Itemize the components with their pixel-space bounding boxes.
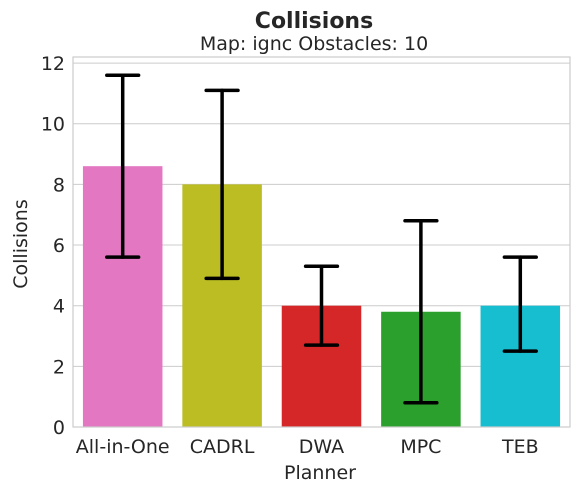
y-tick-label: 10 (41, 114, 65, 136)
x-tick-label: CADRL (190, 436, 255, 458)
y-tick-label: 0 (53, 417, 65, 439)
x-tick-labels: All-in-One CADRL DWA MPC TEB (76, 436, 539, 458)
plot-frame (72, 56, 571, 428)
y-tick-labels: 0 2 4 6 8 10 12 (41, 53, 65, 439)
y-tick-label: 6 (53, 235, 65, 257)
error-bars (105, 73, 538, 405)
x-tick-label: MPC (400, 436, 441, 458)
y-axis-label: Collisions (10, 199, 32, 288)
y-tick-label: 4 (53, 296, 65, 318)
chart-subtitle: Map: ignc Obstacles: 10 (200, 33, 428, 55)
y-tick-label: 8 (53, 174, 65, 196)
x-tick-label: TEB (501, 436, 539, 458)
x-axis-label: Planner (284, 462, 356, 484)
y-tick-label: 2 (53, 356, 65, 378)
y-tick-label: 12 (41, 53, 65, 75)
chart-title: Collisions (255, 9, 373, 34)
x-tick-label: All-in-One (76, 436, 170, 458)
x-tick-label: DWA (299, 436, 344, 458)
